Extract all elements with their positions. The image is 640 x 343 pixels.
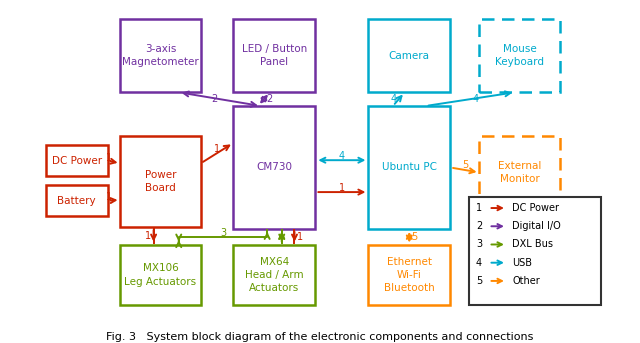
Text: DC Power: DC Power [52,156,102,166]
Text: USB: USB [512,258,532,268]
Bar [120,245,200,305]
FancyArrowPatch shape [492,206,502,210]
Text: 1: 1 [214,144,220,154]
Text: Other: Other [512,276,540,286]
Bar [120,136,200,227]
Text: Camera: Camera [389,51,430,61]
Text: 4: 4 [476,258,482,268]
Text: Power
Board: Power Board [145,170,176,193]
Bar [234,20,316,92]
Text: 4: 4 [473,94,479,104]
FancyArrowPatch shape [203,145,229,162]
FancyArrowPatch shape [184,92,256,107]
Text: MX64
Head / Arm
Actuators: MX64 Head / Arm Actuators [245,257,304,293]
Text: 3: 3 [476,239,482,249]
Text: 1: 1 [145,231,151,241]
Text: 1: 1 [476,203,482,213]
Bar [368,245,451,305]
FancyArrowPatch shape [492,279,502,283]
Text: Ubuntu PC: Ubuntu PC [382,163,437,173]
Text: 5: 5 [412,232,418,242]
Text: Battery: Battery [58,196,96,206]
Bar [468,197,601,305]
Bar [479,136,559,209]
Text: 1: 1 [106,192,113,202]
FancyArrowPatch shape [321,158,364,163]
FancyArrowPatch shape [318,190,364,194]
Text: DXL Bus: DXL Bus [512,239,553,249]
Text: 4: 4 [390,94,396,104]
Text: 2: 2 [476,221,482,231]
FancyArrowPatch shape [110,159,116,164]
Text: 1: 1 [106,153,113,163]
Text: 5: 5 [476,276,482,286]
FancyArrowPatch shape [407,234,412,240]
Text: 1: 1 [339,182,345,192]
Text: 1: 1 [297,232,303,242]
FancyArrowPatch shape [492,260,502,265]
Text: Ethernet
Wi-Fi
Bluetooth: Ethernet Wi-Fi Bluetooth [384,257,435,293]
FancyArrowPatch shape [395,96,401,104]
FancyArrowPatch shape [261,96,267,102]
Text: 5: 5 [462,161,468,170]
FancyArrowPatch shape [453,168,475,173]
FancyArrowPatch shape [428,91,510,106]
FancyArrowPatch shape [492,224,502,228]
Text: DC Power: DC Power [512,203,559,213]
Text: 4: 4 [339,151,345,161]
Bar [368,106,451,229]
Bar [234,245,316,305]
Text: 3-axis
Magnetometer: 3-axis Magnetometer [122,44,199,68]
Bar [45,185,108,216]
Text: MX106
Leg Actuators: MX106 Leg Actuators [124,263,196,287]
Bar [45,145,108,176]
Text: 2: 2 [266,94,273,104]
Bar [120,20,200,92]
Bar [368,20,451,92]
Bar [234,106,316,229]
Text: 3: 3 [220,228,226,238]
Bar [479,20,559,92]
Text: Fig. 3   System block diagram of the electronic components and connections: Fig. 3 System block diagram of the elect… [106,332,534,342]
FancyArrowPatch shape [110,198,115,203]
FancyArrowPatch shape [492,242,502,247]
Text: LED / Button
Panel: LED / Button Panel [242,44,307,68]
Text: External
Monitor: External Monitor [498,161,541,184]
Text: Digital I/O: Digital I/O [512,221,561,231]
Text: Mouse
Keyboard: Mouse Keyboard [495,44,544,68]
Text: 2: 2 [211,94,218,104]
Text: CM730: CM730 [257,163,292,173]
